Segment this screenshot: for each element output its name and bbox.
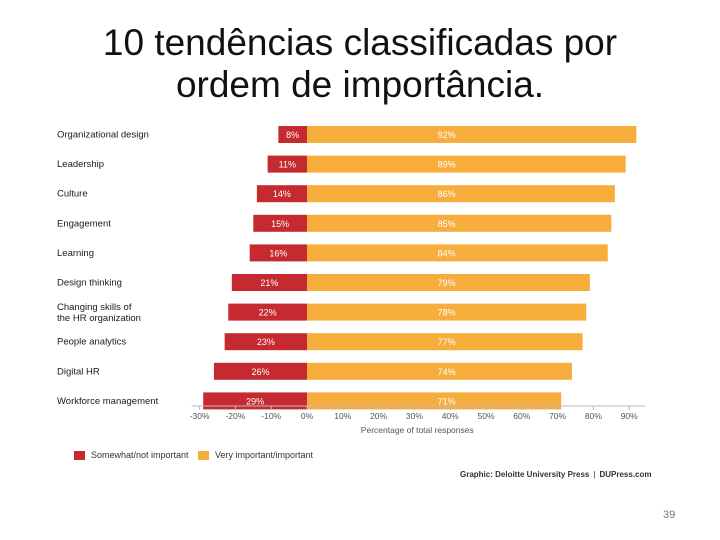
data-label-not-important-10: 29%	[246, 396, 264, 406]
data-label-important-9: 74%	[438, 367, 456, 377]
x-tick-label-9: 50%	[477, 411, 494, 421]
data-label-not-important-9: 26%	[251, 367, 269, 377]
legend-swatch-not-important	[74, 450, 85, 460]
bar-important-9	[307, 362, 572, 380]
bar-not-important-3	[256, 185, 307, 203]
x-tick-label-13: 90%	[621, 411, 638, 421]
x-axis-title: Percentage of total responses	[361, 425, 474, 435]
bar-not-important-7	[228, 303, 307, 321]
bar-important-6	[307, 274, 590, 291]
data-label-not-important-6: 21%	[260, 278, 278, 288]
data-label-important-1: 92%	[438, 130, 456, 140]
x-tick-label-4: 0%	[301, 411, 314, 421]
bar-not-important-2	[267, 155, 307, 173]
data-label-not-important-5: 16%	[269, 248, 287, 258]
bar-not-important-1	[278, 126, 307, 143]
credit-text: Graphic: Deloitte University Press	[460, 470, 590, 479]
bar-not-important-4	[253, 214, 307, 232]
page-number: 39	[663, 509, 676, 521]
bar-not-important-6	[231, 274, 307, 291]
category-label-2: Leadership	[57, 159, 104, 170]
bar-important-2	[307, 155, 626, 173]
bar-important-4	[307, 214, 612, 232]
legend-item-not-important: Somewhat/not important	[74, 450, 189, 460]
data-label-important-2: 89%	[438, 160, 456, 170]
credit-site: DUPress.com	[599, 470, 652, 479]
data-label-important-3: 86%	[438, 189, 456, 199]
data-label-not-important-2: 11%	[279, 160, 296, 170]
data-label-important-10: 71%	[438, 396, 456, 406]
x-tick-label-8: 40%	[442, 411, 459, 421]
x-tick-label-11: 70%	[549, 411, 566, 421]
legend-label-not-important: Somewhat/not important	[91, 450, 189, 460]
bar-important-7	[307, 303, 587, 321]
slide-title-line-2: ordem de importância.	[175, 64, 545, 105]
data-label-important-6: 79%	[438, 278, 456, 288]
category-label-1: Organizational design	[57, 130, 149, 141]
bar-not-important-9	[213, 362, 307, 380]
data-label-not-important-8: 23%	[257, 337, 275, 347]
bar-not-important-10	[203, 392, 307, 410]
graphic-credit: Graphic: Deloitte University Press | DUPre…	[460, 470, 652, 479]
data-label-not-important-4: 15%	[271, 219, 289, 229]
category-label-3: Culture	[57, 189, 88, 200]
x-tick-label-12: 80%	[585, 411, 602, 421]
data-label-not-important-1: 8%	[286, 130, 299, 140]
x-tick-label-6: 20%	[370, 411, 387, 421]
data-label-important-5: 84%	[438, 248, 456, 258]
x-tick-label-5: 10%	[334, 411, 351, 421]
category-label-7: Changing skills of the HR organization	[57, 302, 141, 324]
bar-not-important-5	[249, 244, 307, 262]
slide-title-line-1: 10 tendências classificadas por	[102, 22, 618, 63]
category-label-9: Digital HR	[57, 366, 100, 377]
x-tick-label-7: 30%	[406, 411, 423, 421]
category-label-4: Engagement	[57, 218, 111, 229]
data-label-not-important-7: 22%	[259, 308, 277, 318]
data-label-important-4: 85%	[438, 219, 456, 229]
category-label-6: Design thinking	[57, 278, 122, 289]
category-label-10: Workforce management	[57, 396, 159, 407]
legend-swatch-important	[198, 450, 209, 460]
bar-not-important-8	[224, 333, 307, 351]
x-tick-label-2: -20%	[225, 411, 245, 421]
legend-item-important: Very important/important	[198, 450, 313, 460]
bar-important-3	[307, 185, 615, 203]
category-label-5: Learning	[57, 248, 94, 259]
bar-important-10	[307, 392, 562, 410]
slide-title: 10 tendências classificadas por ordem de…	[0, 22, 720, 106]
bar-important-5	[307, 244, 608, 262]
category-label-8: People analytics	[57, 337, 126, 348]
legend-label-important: Very important/important	[215, 450, 314, 460]
credit-separator: |	[593, 470, 596, 479]
bar-important-1	[307, 126, 637, 143]
data-label-important-8: 77%	[438, 337, 456, 347]
data-label-not-important-3: 14%	[273, 189, 291, 199]
x-tick-label-10: 60%	[513, 411, 530, 421]
bar-important-8	[307, 333, 583, 351]
x-tick-label-3: -10%	[261, 411, 281, 421]
data-label-important-7: 78%	[438, 308, 456, 318]
x-tick-label-1: -30%	[190, 411, 210, 421]
